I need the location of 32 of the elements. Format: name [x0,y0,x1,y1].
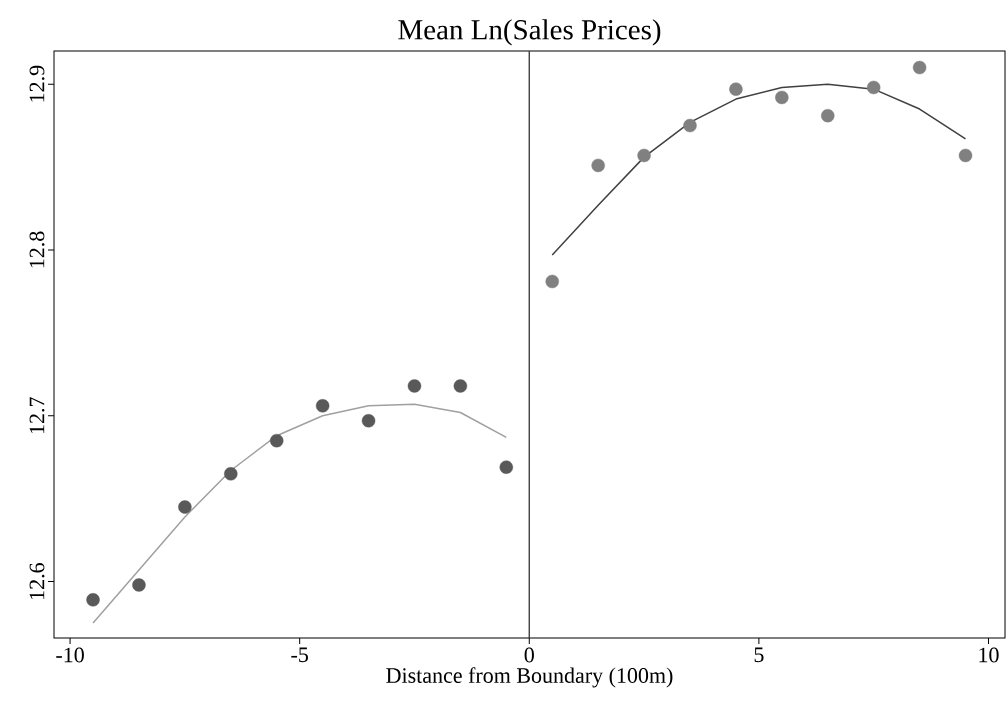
point [866,80,881,95]
x-tick-label: 10 [979,647,999,663]
point [132,578,146,592]
point [270,433,284,448]
y-tick-label: 12.8 [29,231,45,268]
x-tick-label: 5 [754,647,764,663]
point [729,82,743,96]
point [315,399,330,413]
chart-title: Mean Ln(Sales Prices) [398,19,661,46]
point [683,118,697,133]
point [821,108,835,123]
y-tick-label: 12.9 [29,65,45,102]
x-axis-title: Distance from Boundary (100m) [386,667,673,688]
point [361,414,376,428]
point [407,379,422,393]
point [499,460,514,474]
y-tick-label: 12.7 [29,397,45,434]
point [775,90,789,105]
point [453,379,468,393]
point [637,148,651,163]
point [591,158,605,173]
y-tick-label: 12.6 [29,563,45,599]
point [545,274,559,289]
point [86,593,100,607]
point [224,467,238,481]
x-tick-label: -5 [291,647,308,663]
x-tick-label: -10 [56,647,84,663]
point [912,60,927,75]
point [178,500,192,514]
x-tick-label: 0 [524,647,534,663]
line-series [92,403,508,624]
point [958,148,973,163]
